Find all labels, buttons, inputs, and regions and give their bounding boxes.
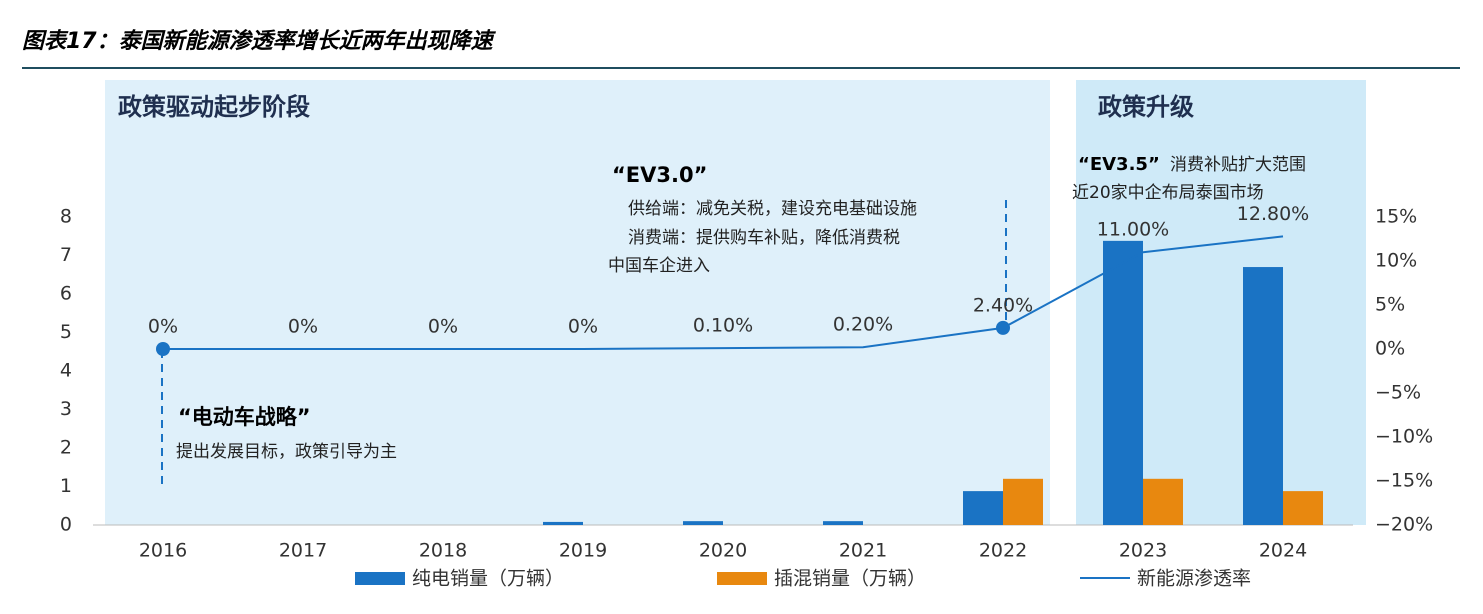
phase-label: 政策驱动起步阶段 [118,93,310,121]
annotation: 近20家中企布局泰国市场 [1072,183,1264,203]
chart-title: 图表17：泰国新能源渗透率增长近两年出现降速 [22,28,497,54]
x-tick-label: 2019 [559,540,607,562]
legend-swatch [355,572,405,585]
y-tick-label: 7 [60,244,72,266]
x-tick-label: 2020 [699,540,747,562]
value-label: 0% [288,316,318,338]
value-label: 0% [568,316,598,338]
y-tick-label: 4 [60,360,72,382]
y2-tick-label: −10% [1375,426,1433,448]
bar [1003,478,1043,525]
legend-label: 新能源渗透率 [1137,568,1251,590]
bar [543,521,583,525]
x-tick-label: 2016 [139,540,187,562]
annotation: “EV3.5” [1078,154,1160,175]
point [156,342,170,356]
y2-tick-label: −15% [1375,470,1433,492]
value-label: 0% [428,316,458,338]
value-label: 0.10% [693,315,753,337]
y-tick-label: 6 [60,283,72,305]
y-tick-label: 5 [60,321,72,343]
y2-tick-label: 10% [1375,250,1417,272]
bar [823,521,863,525]
point [996,320,1010,335]
annotation: “EV3.0” [612,163,707,187]
legend-swatch [717,572,767,585]
annotation: 消费端：提供购车补贴，降低消费税 [628,228,900,248]
x-tick-label: 2023 [1119,540,1167,562]
value-label: 0.20% [833,314,893,336]
x-tick-label: 2022 [979,540,1027,562]
phase-label: 政策升级 [1098,93,1194,121]
line [163,235,1284,350]
bar [963,491,1003,525]
annotation: 提出发展目标，政策引导为主 [176,442,397,462]
annotation: 消费补贴扩大范围 [1170,155,1306,175]
x-tick-label: 2017 [279,540,327,562]
y-tick-label: 0 [60,514,72,536]
annotation: “电动车战略” [178,405,311,429]
y2-tick-label: 0% [1375,338,1405,360]
y-tick-label: 1 [60,475,72,497]
phase-region [105,80,1050,525]
annotation: 中国车企进入 [608,256,710,276]
y2-tick-label: −5% [1375,382,1421,404]
y2-tick-label: 15% [1375,206,1417,228]
y-tick-label: 3 [60,398,72,420]
bar [1103,240,1143,525]
value-label: 2.40% [973,294,1033,316]
bar [683,521,723,525]
legend-label: 纯电销量（万辆） [412,568,564,590]
value-label: 11.00% [1097,219,1169,241]
bar [1243,267,1283,525]
y-tick-label: 8 [60,206,72,228]
y-tick-label: 2 [60,437,72,459]
x-tick-label: 2021 [839,540,887,562]
annotation: 供给端：减免关税，建设充电基础设施 [628,199,917,219]
legend-label: 插混销量（万辆） [774,568,926,590]
value-label: 0% [148,316,178,338]
y2-tick-label: −20% [1375,514,1433,536]
x-tick-label: 2024 [1259,540,1307,562]
value-label: 12.80% [1237,203,1309,225]
x-tick-label: 2018 [419,540,467,562]
y2-tick-label: 5% [1375,294,1405,316]
bar [1143,478,1183,525]
bar [1283,491,1323,525]
